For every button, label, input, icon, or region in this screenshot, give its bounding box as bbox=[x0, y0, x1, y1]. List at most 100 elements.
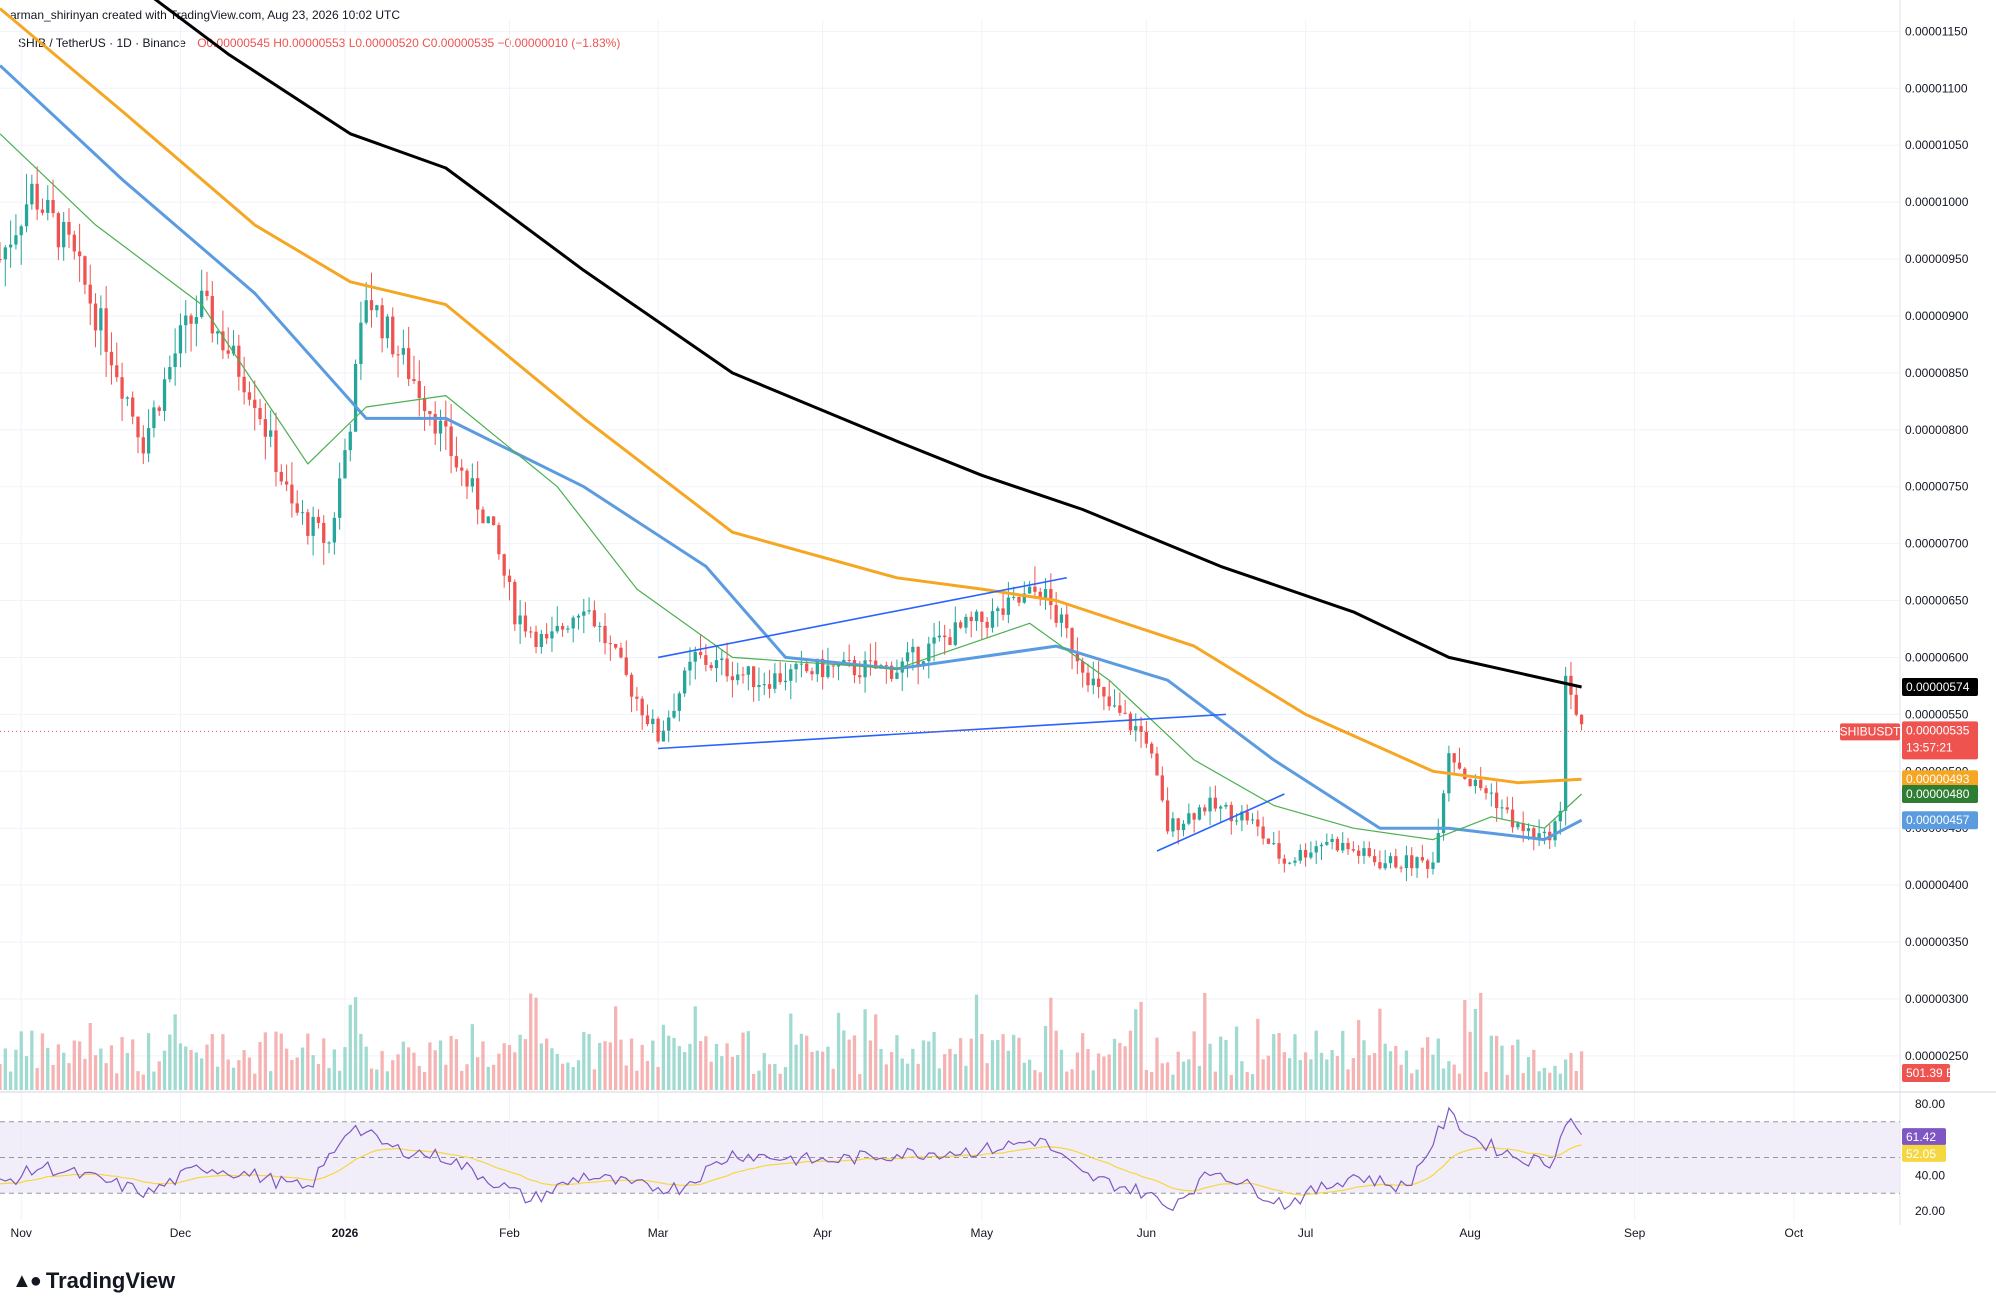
volume-bar bbox=[77, 1041, 82, 1090]
volume-bar bbox=[667, 1035, 671, 1090]
candle-body bbox=[1266, 838, 1271, 844]
candle-body bbox=[889, 665, 894, 679]
candle-body bbox=[545, 633, 549, 639]
volume-bar bbox=[412, 1052, 416, 1090]
candle-body bbox=[507, 575, 512, 582]
volume-bar bbox=[560, 1063, 565, 1090]
volume-bar bbox=[300, 1047, 305, 1090]
candle-body bbox=[502, 554, 506, 576]
candle-body bbox=[1022, 593, 1026, 603]
candle-body bbox=[322, 522, 326, 543]
candle-body bbox=[645, 715, 650, 725]
volume-bar bbox=[1022, 1062, 1026, 1090]
candle-body bbox=[1362, 848, 1366, 856]
candle-body bbox=[741, 674, 745, 676]
candle-body bbox=[836, 664, 841, 667]
volume-bar bbox=[1250, 1074, 1255, 1090]
volume-bar bbox=[751, 1073, 756, 1090]
volume-bar bbox=[1213, 1071, 1218, 1090]
price-tick-label: 0.00001150 bbox=[1905, 24, 1968, 38]
candle-body bbox=[720, 658, 724, 661]
volume-bar bbox=[0, 1064, 2, 1090]
volume-bar bbox=[985, 1063, 989, 1090]
tradingview-logo-icon: ▲● bbox=[12, 1269, 42, 1292]
candle-body bbox=[460, 467, 464, 471]
time-tick-label: Nov bbox=[11, 1226, 32, 1240]
candle-body bbox=[598, 625, 602, 627]
tradingview-logo[interactable]: ▲● TradingView bbox=[12, 1268, 175, 1294]
candle-body bbox=[985, 621, 989, 628]
volume-bar bbox=[964, 1065, 968, 1090]
volume-bar bbox=[1187, 1059, 1191, 1090]
candle-body bbox=[1367, 848, 1371, 857]
candle-body bbox=[306, 512, 310, 536]
volume-bar bbox=[603, 1041, 607, 1090]
candle-body bbox=[1250, 819, 1255, 821]
volume-bar bbox=[1298, 1060, 1302, 1090]
ma-value-tag bbox=[1902, 770, 1978, 789]
candle-body bbox=[1510, 809, 1515, 828]
candle-body bbox=[401, 348, 405, 355]
ohlc-close: C0.00000535 bbox=[422, 36, 495, 50]
rsi-ma-line bbox=[0, 1144, 1582, 1196]
candle-body bbox=[810, 671, 814, 675]
volume-bar bbox=[836, 1012, 841, 1090]
volume-bar bbox=[1049, 997, 1053, 1090]
volume-bar bbox=[969, 1038, 973, 1090]
candle-body bbox=[1155, 753, 1159, 776]
volume-bar bbox=[1123, 1046, 1127, 1090]
candle-body bbox=[311, 516, 315, 536]
candle-body bbox=[19, 226, 23, 236]
volume-bar bbox=[534, 997, 538, 1090]
candle-body bbox=[422, 397, 427, 412]
volume-bar bbox=[396, 1054, 400, 1090]
candle-body bbox=[1319, 844, 1324, 847]
candle-body bbox=[391, 316, 395, 355]
candle-body bbox=[704, 655, 708, 665]
candle-body bbox=[1144, 731, 1149, 744]
volume-bar bbox=[1229, 1074, 1233, 1090]
candle-body bbox=[969, 616, 973, 622]
volume-bar bbox=[215, 1066, 220, 1090]
candle-body bbox=[1181, 823, 1186, 831]
trendline bbox=[1156, 793, 1285, 852]
volume-bar bbox=[1033, 1070, 1037, 1090]
candle-body bbox=[736, 674, 740, 681]
volume-bar bbox=[1351, 1058, 1355, 1090]
volume-bar bbox=[1006, 1050, 1011, 1090]
volume-bar bbox=[911, 1048, 915, 1090]
candle-body bbox=[1091, 678, 1095, 686]
rsi-tick-label: 20.00 bbox=[1915, 1204, 1945, 1218]
candle-body bbox=[369, 300, 374, 311]
candle-body bbox=[980, 611, 984, 622]
candle-body bbox=[1383, 863, 1387, 869]
volume-bar bbox=[550, 1048, 554, 1090]
candle-body bbox=[327, 542, 331, 544]
candle-body bbox=[67, 221, 71, 235]
candle-body bbox=[1468, 778, 1472, 787]
candle-body bbox=[189, 315, 193, 324]
candle-body bbox=[1139, 726, 1143, 732]
candle-body bbox=[1027, 586, 1032, 594]
candle-body bbox=[1436, 833, 1440, 863]
candle-body bbox=[948, 637, 952, 645]
volume-bar bbox=[476, 1057, 480, 1090]
volume-bar bbox=[645, 1061, 650, 1090]
volume-bar bbox=[274, 1031, 278, 1090]
volume-bar bbox=[932, 1031, 936, 1090]
price-tick-label: 0.00000700 bbox=[1905, 537, 1969, 551]
candle-body bbox=[725, 658, 729, 677]
volume-bar bbox=[258, 1042, 262, 1090]
volume-bar bbox=[1165, 1062, 1170, 1090]
volume-bar bbox=[582, 1032, 586, 1090]
volume-bar bbox=[1309, 1059, 1313, 1090]
volume-bar bbox=[1357, 1020, 1361, 1090]
ma-value-tag bbox=[1902, 785, 1978, 804]
candle-body bbox=[1574, 694, 1578, 715]
time-tick-label: Feb bbox=[499, 1226, 520, 1240]
candle-body bbox=[1537, 833, 1541, 840]
volume-bar bbox=[1134, 1009, 1138, 1090]
volume-bar bbox=[104, 1063, 108, 1090]
candle-body bbox=[428, 411, 432, 415]
